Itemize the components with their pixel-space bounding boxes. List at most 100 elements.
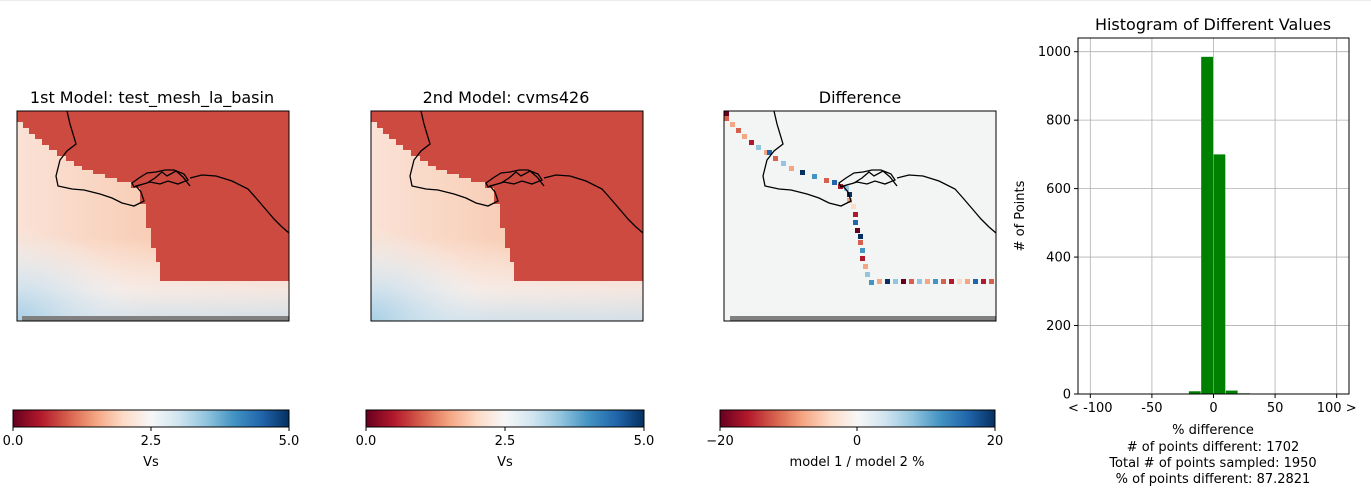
histogram-y-ticks: 0 200 400 600 800 1000 bbox=[1038, 45, 1078, 403]
panel-1-frame bbox=[16, 110, 290, 322]
difference-cell bbox=[844, 186, 849, 191]
difference-cell bbox=[965, 279, 970, 284]
stat-total-points-sampled: Total # of points sampled: 1950 bbox=[1108, 456, 1316, 471]
panel-3-colorbar: −20 0 20 model 1 / model 2 % bbox=[706, 409, 1004, 470]
panel-1-colorbar-tick-min: 0.0 bbox=[3, 434, 24, 449]
panel-3: Difference −20 0 20 model 1 / model 2 % bbox=[706, 88, 1003, 470]
histogram-bar bbox=[1188, 391, 1201, 394]
difference-cell bbox=[847, 198, 852, 203]
histogram-x-label: % difference bbox=[1172, 423, 1254, 438]
difference-cell bbox=[865, 272, 870, 277]
panel-3-nodata-strip bbox=[730, 316, 996, 321]
panel-2-high-vs-region bbox=[371, 111, 643, 281]
panel-3-colorbar-tick-mid: 0 bbox=[853, 434, 861, 449]
panel-2-colorbar-gradient bbox=[365, 409, 645, 428]
difference-cell bbox=[901, 279, 906, 284]
panel-2-colorbar-tick-min: 0.0 bbox=[356, 434, 377, 449]
difference-cell bbox=[860, 248, 865, 253]
difference-cell bbox=[773, 156, 778, 161]
difference-cell bbox=[781, 161, 786, 166]
histogram-y-tick-label: 400 bbox=[1046, 251, 1071, 266]
panel-1-colorbar-gradient bbox=[12, 409, 290, 428]
panel-3-colorbar-tick-min: −20 bbox=[706, 434, 733, 449]
histogram-x-tick-label: 100 > bbox=[1317, 401, 1357, 416]
difference-cell bbox=[941, 279, 946, 284]
histogram-bars bbox=[1188, 56, 1250, 395]
panel-1-title: 1st Model: test_mesh_la_basin bbox=[30, 88, 274, 108]
panel-2-colorbar: 0.0 2.5 5.0 Vs bbox=[356, 409, 655, 470]
difference-cell bbox=[933, 279, 938, 284]
histogram-title: Histogram of Different Values bbox=[1095, 15, 1331, 34]
panel-2-title: 2nd Model: cvms426 bbox=[423, 88, 590, 107]
panel-3-colorbar-tick-max: 20 bbox=[987, 434, 1004, 449]
difference-cell bbox=[957, 279, 962, 284]
panel-3-colorbar-gradient bbox=[719, 409, 996, 428]
panel-2-coastline bbox=[409, 111, 643, 234]
difference-cell bbox=[736, 128, 741, 133]
panel-2-colorbar-tick-max: 5.0 bbox=[634, 434, 655, 449]
difference-cell bbox=[853, 220, 858, 225]
panel-1-colorbar-label: Vs bbox=[143, 455, 159, 470]
histogram-y-label: # of Points bbox=[1013, 180, 1028, 251]
stat-percent-different: % of points different: 87.2821 bbox=[1116, 472, 1311, 487]
panel-3-colorbar-label: model 1 / model 2 % bbox=[790, 455, 925, 470]
difference-cell bbox=[869, 280, 874, 285]
histogram-y-tick-label: 600 bbox=[1046, 182, 1071, 197]
difference-cell bbox=[855, 228, 860, 233]
panel-1-map bbox=[17, 111, 289, 321]
difference-cell bbox=[909, 279, 914, 284]
difference-cell bbox=[981, 279, 986, 284]
panel-2-frame bbox=[370, 110, 644, 322]
panel-1: 1st Model: test_mesh_la_basin 0.0 2.5 5.… bbox=[3, 88, 300, 470]
histogram-x-tick-label: 0 bbox=[1209, 401, 1217, 416]
difference-cell bbox=[824, 178, 829, 183]
panel-1-colorbar-tick-mid: 2.5 bbox=[141, 434, 162, 449]
difference-cell bbox=[756, 145, 761, 150]
panel-2-map bbox=[371, 111, 643, 321]
difference-cell bbox=[730, 122, 735, 127]
panel-1-high-vs-region bbox=[17, 111, 289, 281]
difference-cell bbox=[949, 279, 954, 284]
difference-cell bbox=[749, 140, 754, 145]
histogram: Histogram of Different Values < -100 -50 0… bbox=[1013, 15, 1357, 487]
panel-1-colorbar-tick-max: 5.0 bbox=[279, 434, 300, 449]
difference-cell bbox=[877, 279, 882, 284]
panel-2-colorbar-label: Vs bbox=[497, 455, 513, 470]
panel-3-frame bbox=[723, 110, 997, 322]
histogram-x-tick-label: < -100 bbox=[1068, 401, 1113, 416]
histogram-x-tick-label: -50 bbox=[1141, 401, 1162, 416]
panel-3-coastline bbox=[762, 111, 996, 234]
panel-3-title: Difference bbox=[819, 88, 901, 107]
difference-cell bbox=[863, 264, 868, 269]
difference-cell bbox=[800, 170, 805, 175]
histogram-bar bbox=[1201, 56, 1213, 394]
difference-cell bbox=[853, 212, 858, 217]
difference-cell bbox=[925, 279, 930, 284]
histogram-x-ticks: < -100 -50 0 50 100 > bbox=[1068, 394, 1357, 416]
difference-cell bbox=[973, 279, 978, 284]
difference-cell bbox=[989, 279, 994, 284]
difference-cell bbox=[893, 279, 898, 284]
panel-1-coastline bbox=[55, 111, 289, 234]
histogram-y-tick-label: 1000 bbox=[1038, 45, 1071, 60]
top-border bbox=[0, 0, 1371, 1]
difference-cell bbox=[917, 279, 922, 284]
histogram-x-tick-label: 50 bbox=[1267, 401, 1284, 416]
panel-2-colorbar-tick-mid: 2.5 bbox=[495, 434, 516, 449]
difference-cell bbox=[764, 150, 769, 155]
difference-cell bbox=[885, 279, 890, 284]
histogram-y-tick-label: 0 bbox=[1063, 388, 1071, 403]
histogram-y-tick-label: 800 bbox=[1046, 114, 1071, 129]
difference-cell bbox=[860, 256, 865, 261]
histogram-bar bbox=[1225, 390, 1238, 394]
difference-cell bbox=[858, 240, 863, 245]
panel-3-map bbox=[724, 111, 996, 321]
difference-cell bbox=[767, 150, 772, 155]
histogram-bar bbox=[1213, 154, 1226, 394]
histogram-y-tick-label: 200 bbox=[1046, 319, 1071, 334]
stat-points-different: # of points different: 1702 bbox=[1127, 440, 1300, 455]
difference-cell bbox=[742, 134, 747, 139]
panel-2: 2nd Model: cvms426 0.0 2.5 5.0 bbox=[356, 88, 655, 470]
